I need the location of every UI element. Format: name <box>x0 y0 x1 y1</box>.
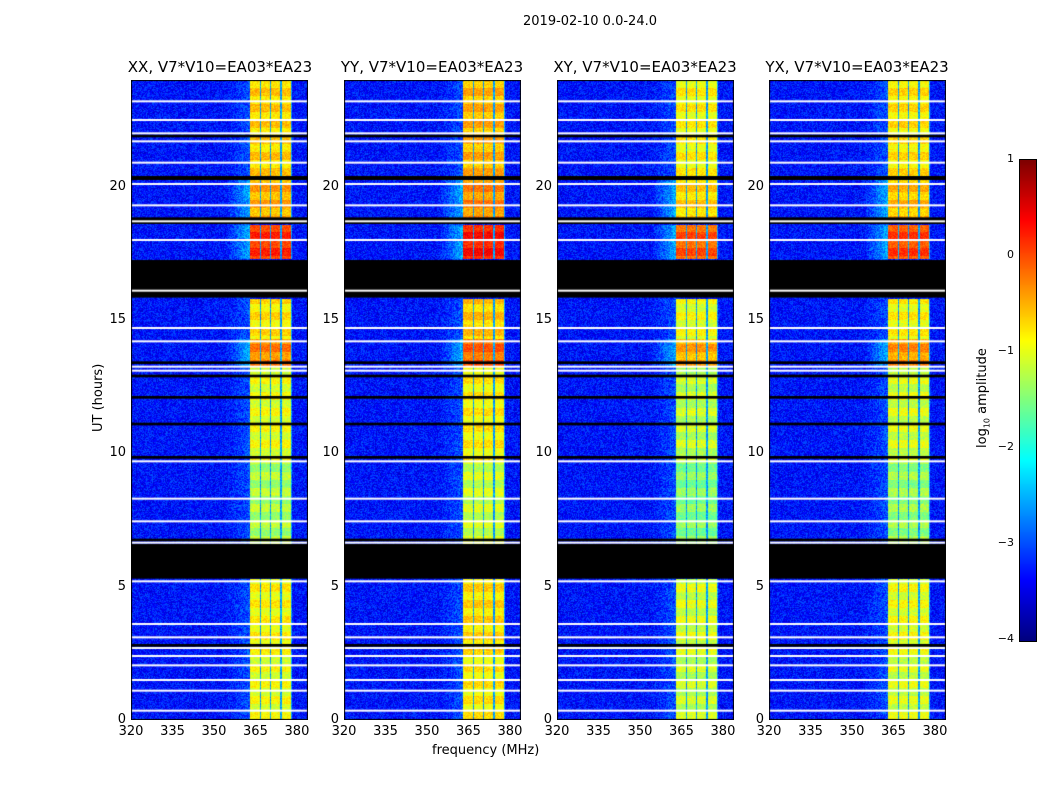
colorbar-label: log10 amplitude <box>975 348 992 448</box>
x-tick-label: 320 <box>756 724 782 739</box>
x-tick-label: 380 <box>710 724 736 739</box>
panel-title-xy: XY, V7*V10=EA03*EA23 <box>553 58 737 76</box>
y-tick-label: 5 <box>755 578 764 594</box>
y-tick-label: 15 <box>535 312 552 327</box>
colorbar-tick-label: −1 <box>997 344 1014 357</box>
colorbar-label-log: log <box>975 428 990 448</box>
y-tick-label: 15 <box>109 312 126 327</box>
x-tick-label: 320 <box>544 724 570 739</box>
colorbar-label-sub: 10 <box>982 417 992 429</box>
x-tick-label: 380 <box>922 724 948 739</box>
panel-title-yx: YX, V7*V10=EA03*EA23 <box>765 58 949 76</box>
panel-title-yy: YY, V7*V10=EA03*EA23 <box>340 58 524 76</box>
y-tick-label: 0 <box>543 712 552 727</box>
y-tick-label: 20 <box>109 178 126 194</box>
y-tick-label: 0 <box>330 712 339 727</box>
x-tick-label: 335 <box>373 724 398 739</box>
x-tick-label: 365 <box>881 724 906 739</box>
colorbar <box>1019 159 1037 642</box>
y-tick-label: 5 <box>117 578 126 594</box>
figure-title: 2019-02-10 0.0-24.0 <box>523 14 657 29</box>
y-tick-label: 20 <box>747 178 764 194</box>
x-tick-label: 350 <box>201 724 227 739</box>
x-tick-label: 320 <box>118 724 144 739</box>
x-tick-label: 380 <box>284 724 310 739</box>
x-tick-label: 335 <box>160 724 185 739</box>
y-tick-label: 0 <box>755 712 764 727</box>
colorbar-label-rest: amplitude <box>975 348 990 418</box>
x-tick-label: 365 <box>243 724 268 739</box>
x-tick-label: 350 <box>839 724 865 739</box>
panel-title-xx: XX, V7*V10=EA03*EA23 <box>127 58 313 76</box>
y-tick-label: 20 <box>322 178 339 194</box>
y-tick-label: 15 <box>747 312 764 327</box>
y-tick-label: 5 <box>330 578 339 594</box>
colorbar-tick-label: −3 <box>997 536 1014 549</box>
y-tick-label: 5 <box>543 578 552 594</box>
x-tick-label: 335 <box>798 724 823 739</box>
colorbar-tick-label: 0 <box>1007 248 1014 261</box>
y-tick-label: 10 <box>535 445 552 461</box>
heatmap-panel-xx <box>131 80 308 720</box>
heatmap-panel-yx <box>769 80 946 720</box>
y-tick-label: 15 <box>322 312 339 327</box>
y-tick-label: 10 <box>109 445 126 461</box>
x-tick-label: 380 <box>497 724 523 739</box>
x-tick-label: 365 <box>456 724 481 739</box>
colorbar-tick-label: 1 <box>1007 152 1014 165</box>
x-tick-label: 350 <box>627 724 653 739</box>
x-tick-label: 350 <box>414 724 440 739</box>
heatmap-panel-xy <box>557 80 734 720</box>
colorbar-tick-label: −2 <box>997 440 1014 453</box>
heatmap-panel-yy <box>344 80 521 720</box>
colorbar-tick-label: −4 <box>997 632 1014 645</box>
y-axis-label: UT (hours) <box>91 363 106 432</box>
y-tick-label: 20 <box>535 178 552 194</box>
x-tick-label: 335 <box>586 724 611 739</box>
y-tick-label: 10 <box>747 445 764 461</box>
x-tick-label: 320 <box>331 724 357 739</box>
y-tick-label: 10 <box>322 445 339 461</box>
y-tick-label: 0 <box>117 712 126 727</box>
x-tick-label: 365 <box>669 724 694 739</box>
x-axis-label: frequency (MHz) <box>432 743 540 758</box>
